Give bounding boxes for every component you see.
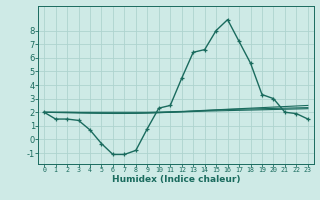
X-axis label: Humidex (Indice chaleur): Humidex (Indice chaleur) — [112, 175, 240, 184]
